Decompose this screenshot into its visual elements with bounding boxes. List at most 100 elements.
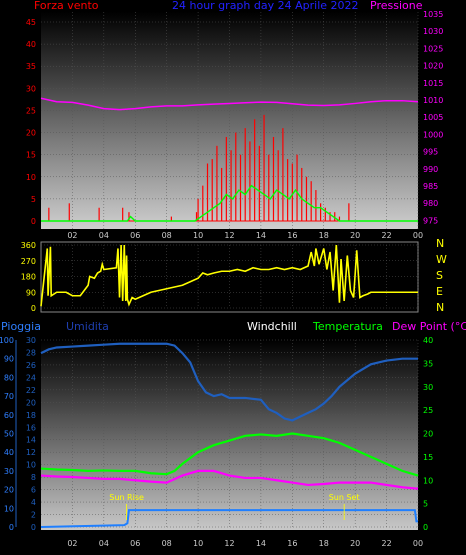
- pressure-y-tick: 985: [423, 182, 438, 191]
- wind-pressure-grid: [41, 12, 419, 229]
- rain-y-tick: 20: [4, 486, 14, 495]
- x-tick: 14: [256, 539, 266, 548]
- x-tick: 18: [319, 231, 329, 240]
- series-line: [40, 469, 419, 490]
- series-line: [40, 342, 418, 422]
- wind-pressure-ticks: 0510152025303540459759809859909951000100…: [26, 10, 444, 240]
- x-tick: 10: [193, 231, 203, 240]
- temperature-label: Temperatura: [312, 320, 383, 333]
- humidity-y-tick: 30: [26, 336, 36, 345]
- pressure-y-tick: 1000: [423, 130, 443, 139]
- pressure-y-tick: 1015: [423, 79, 443, 88]
- wind-direction-series: [40, 244, 418, 307]
- humidity-y-tick: 14: [26, 436, 36, 445]
- temperature-y-tick: 15: [423, 453, 433, 462]
- compass-letter: S: [436, 269, 443, 282]
- wind-speed-axis-label: Forza vento: [34, 0, 99, 12]
- x-tick: 14: [256, 231, 266, 240]
- pressure-y-tick: 1035: [423, 10, 443, 19]
- rain-y-tick: 50: [4, 430, 14, 439]
- pressure-y-tick: 1030: [423, 27, 443, 36]
- temperature-y-tick: 30: [423, 383, 433, 392]
- x-tick: 22: [381, 539, 391, 548]
- wind-direction-line: [40, 244, 418, 307]
- compass-letter: E: [436, 285, 443, 298]
- wind-y-tick: 30: [26, 84, 36, 93]
- x-tick: 20: [350, 539, 360, 548]
- x-tick: 12: [224, 231, 234, 240]
- humidity-axis-label: Umidita: [66, 320, 109, 333]
- temperature-y-tick: 35: [423, 359, 433, 368]
- humidity-y-tick: 6: [31, 486, 36, 495]
- direction-y-tick: 270: [21, 257, 36, 266]
- x-tick: 12: [224, 539, 234, 548]
- windchill-label: Windchill: [247, 320, 297, 333]
- rain-y-tick: 60: [4, 411, 14, 420]
- x-tick: 10: [193, 539, 203, 548]
- pressure-line: [40, 97, 419, 111]
- humidity-y-tick: 8: [31, 473, 36, 482]
- pressure-y-tick: 975: [423, 216, 438, 225]
- temperature-y-tick: 0: [423, 523, 428, 532]
- x-tick: 00: [413, 231, 423, 240]
- direction-y-tick: 360: [21, 241, 36, 250]
- wind-y-tick: 5: [31, 195, 36, 204]
- pressure-y-tick: 1025: [423, 44, 443, 53]
- wind-y-tick: 25: [26, 106, 36, 115]
- series-line: [40, 509, 418, 528]
- humidity-y-tick: 16: [26, 423, 36, 432]
- x-tick: 00: [413, 539, 423, 548]
- direction-y-tick: 180: [21, 273, 36, 282]
- temperature-plot-area: [41, 340, 418, 530]
- rain-y-tick: 0: [9, 523, 14, 532]
- x-tick: 16: [287, 231, 297, 240]
- temperature-series: [40, 342, 419, 528]
- pressure-y-tick: 990: [423, 165, 438, 174]
- direction-y-tick: 0: [31, 304, 36, 313]
- wind-y-tick: 35: [26, 62, 36, 71]
- wind-y-tick: 15: [26, 151, 36, 160]
- x-tick: 16: [287, 539, 297, 548]
- compass-letter: W: [436, 253, 447, 266]
- humidity-y-tick: 28: [26, 348, 36, 357]
- wind-direction-plot-area: [40, 241, 419, 313]
- pressure-y-tick: 1005: [423, 113, 443, 122]
- humidity-y-tick: 26: [26, 361, 36, 370]
- humidity-y-tick: 12: [26, 448, 36, 457]
- wind-speed-line: [41, 184, 418, 222]
- rain-y-tick: 90: [4, 355, 14, 364]
- wind-y-tick: 40: [26, 40, 36, 49]
- temperature-y-tick: 5: [423, 500, 428, 509]
- x-tick: 06: [130, 231, 140, 240]
- compass-letter: N: [436, 237, 444, 250]
- dew-point-label: Dew Point (°C): [392, 320, 466, 333]
- rain-y-tick: 40: [4, 448, 14, 457]
- temperature-y-tick: 20: [423, 430, 433, 439]
- rain-y-tick: 30: [4, 467, 14, 476]
- rain-y-tick: 80: [4, 373, 14, 382]
- sun-event-label: Sun Rise: [109, 493, 144, 502]
- pressure-y-tick: 1020: [423, 62, 443, 71]
- sun-event-label: Sun Set: [329, 493, 360, 502]
- rain-y-tick: 100: [0, 336, 14, 345]
- x-tick: 04: [99, 539, 109, 548]
- rain-y-tick: 10: [4, 504, 14, 513]
- compass-letter: N: [436, 301, 444, 314]
- rain-axis-label: Pioggia: [1, 320, 41, 333]
- x-tick: 06: [130, 539, 140, 548]
- humidity-y-tick: 10: [26, 461, 36, 470]
- humidity-y-tick: 22: [26, 386, 36, 395]
- x-tick: 02: [67, 539, 77, 548]
- series-line: [40, 432, 419, 477]
- humidity-y-tick: 20: [26, 398, 36, 407]
- x-tick: 08: [162, 231, 172, 240]
- sun-events: Sun Rise Sun Set: [109, 493, 360, 520]
- temperature-y-tick: 25: [423, 406, 433, 415]
- pressure-axis-label: Pressione: [370, 0, 423, 12]
- x-tick: 20: [350, 231, 360, 240]
- pressure-y-tick: 980: [423, 199, 438, 208]
- wind-pressure-series: [40, 97, 419, 222]
- pressure-y-tick: 995: [423, 148, 438, 157]
- temperature-ticks: 0246810121416182022242628300102030405060…: [0, 336, 433, 548]
